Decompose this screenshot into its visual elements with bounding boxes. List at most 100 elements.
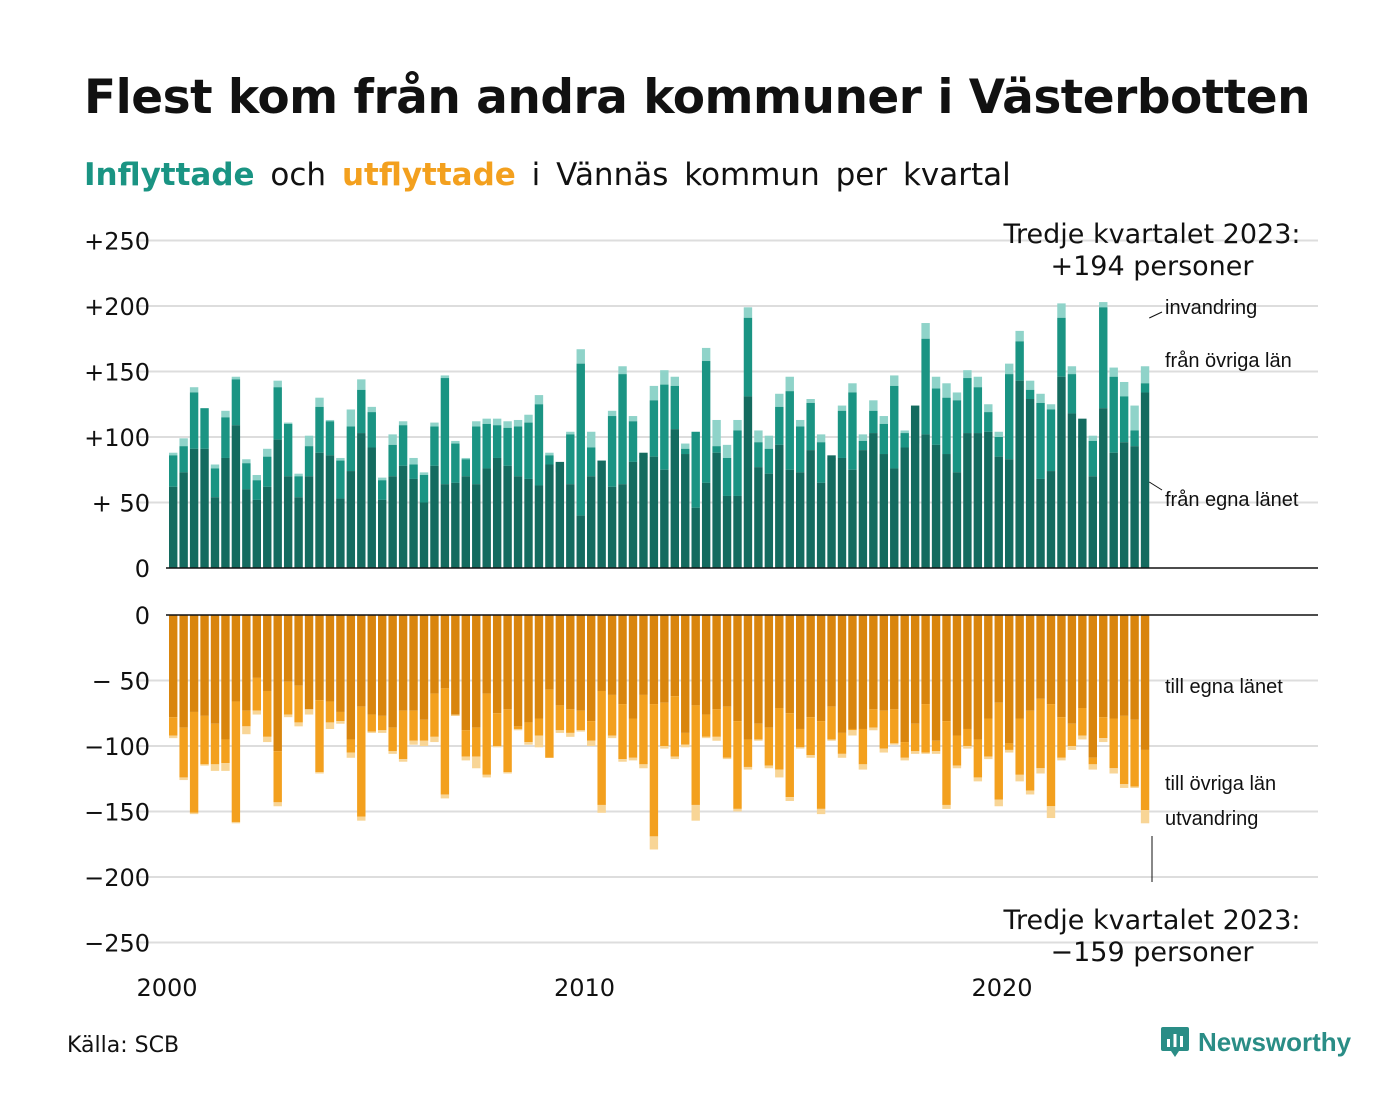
bar-in-same-county	[1099, 408, 1108, 568]
bar-in-other-counties	[545, 455, 554, 465]
bar-out-other-counties	[273, 751, 282, 803]
bar-in-same-county	[273, 439, 282, 568]
bar-out-other-counties	[566, 709, 575, 733]
bar-in-other-counties	[179, 446, 188, 473]
bar-in-immigration	[545, 452, 554, 456]
bar-out-same-county	[984, 615, 993, 719]
bar-out-same-county	[1088, 615, 1097, 758]
bar-in-other-counties	[858, 440, 868, 451]
axes: +250 +200 +150 +100 + 50 0 0 − 50 −100 −150 −200 −2…	[84, 228, 1318, 1000]
bar-in-immigration	[440, 375, 450, 379]
bar-in-same-county	[649, 456, 659, 568]
label-invandring: invandring	[1165, 297, 1257, 319]
bar-out-emigration	[388, 751, 397, 754]
bar-in-other-counties	[712, 446, 721, 453]
bar-in-immigration	[1109, 367, 1118, 377]
bar-out-same-county	[649, 615, 659, 705]
bar-in-same-county	[837, 457, 847, 568]
bar-out-other-counties	[200, 715, 209, 765]
bar-in-other-counties	[994, 437, 1003, 457]
bar-out-same-county	[1140, 615, 1150, 750]
bar-in-immigration	[649, 385, 659, 401]
bar-out-emigration	[733, 808, 742, 812]
bar-in-immigration	[869, 400, 878, 411]
bar-in-same-county	[576, 515, 585, 568]
bar-out-other-counties	[169, 717, 178, 736]
bar-out-emigration	[681, 744, 690, 748]
bar-out-emigration	[263, 736, 272, 743]
bar-in-same-county	[221, 457, 230, 568]
bar-out-emigration	[430, 736, 439, 743]
bar-out-same-county	[848, 615, 857, 729]
newsworthy-logo[interactable]: Newsworthy	[1160, 1025, 1351, 1059]
bar-in-other-counties	[200, 408, 209, 449]
annotation-top-line1: Tredje kvartalet 2023:	[1003, 219, 1301, 250]
bar-in-same-county	[910, 405, 920, 568]
bar-in-immigration	[1099, 302, 1108, 308]
bar-in-immigration	[660, 370, 669, 385]
bar-in-immigration	[806, 399, 815, 403]
bar-out-other-counties	[409, 710, 418, 741]
bar-in-immigration	[325, 419, 335, 422]
bar-out-emigration	[1036, 768, 1045, 774]
bar-in-same-county	[587, 476, 596, 568]
bar-out-same-county	[827, 615, 836, 707]
bar-out-other-counties	[806, 717, 815, 756]
bar-out-other-counties	[263, 690, 272, 737]
bar-out-other-counties	[513, 726, 523, 729]
bar-in-immigration	[273, 380, 282, 388]
bar-out-other-counties	[837, 732, 847, 754]
label-till-ovriga-lan: till övriga län	[1165, 773, 1276, 795]
bar-in-same-county	[691, 507, 700, 568]
bar-out-emigration	[1005, 749, 1014, 753]
bar-out-same-county	[639, 615, 648, 695]
bar-in-same-county	[618, 484, 627, 568]
bar-out-other-counties	[691, 705, 700, 805]
bar-out-other-counties	[1119, 715, 1129, 784]
bar-in-immigration	[701, 347, 711, 362]
bar-out-emigration	[618, 759, 627, 762]
bar-out-same-county	[388, 615, 397, 728]
y-tick-label: +100	[84, 424, 150, 452]
bar-in-same-county	[1067, 413, 1077, 568]
bar-out-other-counties	[816, 721, 826, 809]
bar-in-immigration	[733, 419, 742, 431]
bar-out-other-counties	[984, 718, 993, 757]
bar-in-immigration	[587, 431, 596, 448]
bar-out-same-county	[921, 615, 930, 705]
bar-out-same-county	[1036, 615, 1045, 699]
bar-in-other-counties	[231, 379, 241, 426]
bar-in-immigration	[482, 418, 491, 424]
bar-in-immigration	[890, 375, 899, 386]
bar-in-immigration	[1067, 366, 1077, 375]
bar-out-emigration	[587, 740, 596, 746]
bar-in-immigration	[566, 431, 575, 435]
source-note: Källa: SCB	[67, 1033, 180, 1058]
bar-out-same-county	[1057, 615, 1066, 718]
chart-subtitle: Inflyttade och utflyttade i Vännäs kommu…	[84, 157, 1011, 193]
bar-in-other-counties	[482, 423, 491, 469]
bar-in-same-county	[231, 425, 241, 568]
bar-out-same-county	[304, 615, 314, 710]
bar-out-other-counties	[1109, 718, 1118, 769]
bar-out-emigration	[242, 726, 251, 735]
bar-in-other-counties	[169, 455, 178, 487]
bar-out-other-counties	[869, 709, 878, 728]
bar-out-emigration	[1067, 746, 1077, 750]
bar-in-same-county	[1109, 452, 1118, 568]
bar-out-other-counties	[1015, 718, 1024, 775]
bar-out-other-counties	[1130, 719, 1139, 787]
bar-out-same-county	[430, 615, 439, 694]
bar-out-emigration	[367, 731, 376, 733]
bar-in-immigration	[848, 383, 857, 393]
bar-out-other-counties	[283, 681, 293, 715]
bar-out-emigration	[764, 765, 774, 769]
bar-in-immigration	[503, 421, 512, 428]
bar-out-emigration	[534, 735, 544, 748]
bar-in-same-county	[764, 473, 774, 568]
bar-in-same-county	[796, 472, 805, 568]
bar-in-other-counties	[1109, 376, 1118, 453]
bar-out-same-county	[472, 615, 481, 728]
bar-in-immigration	[1119, 381, 1129, 397]
bar-in-other-counties	[869, 410, 878, 434]
